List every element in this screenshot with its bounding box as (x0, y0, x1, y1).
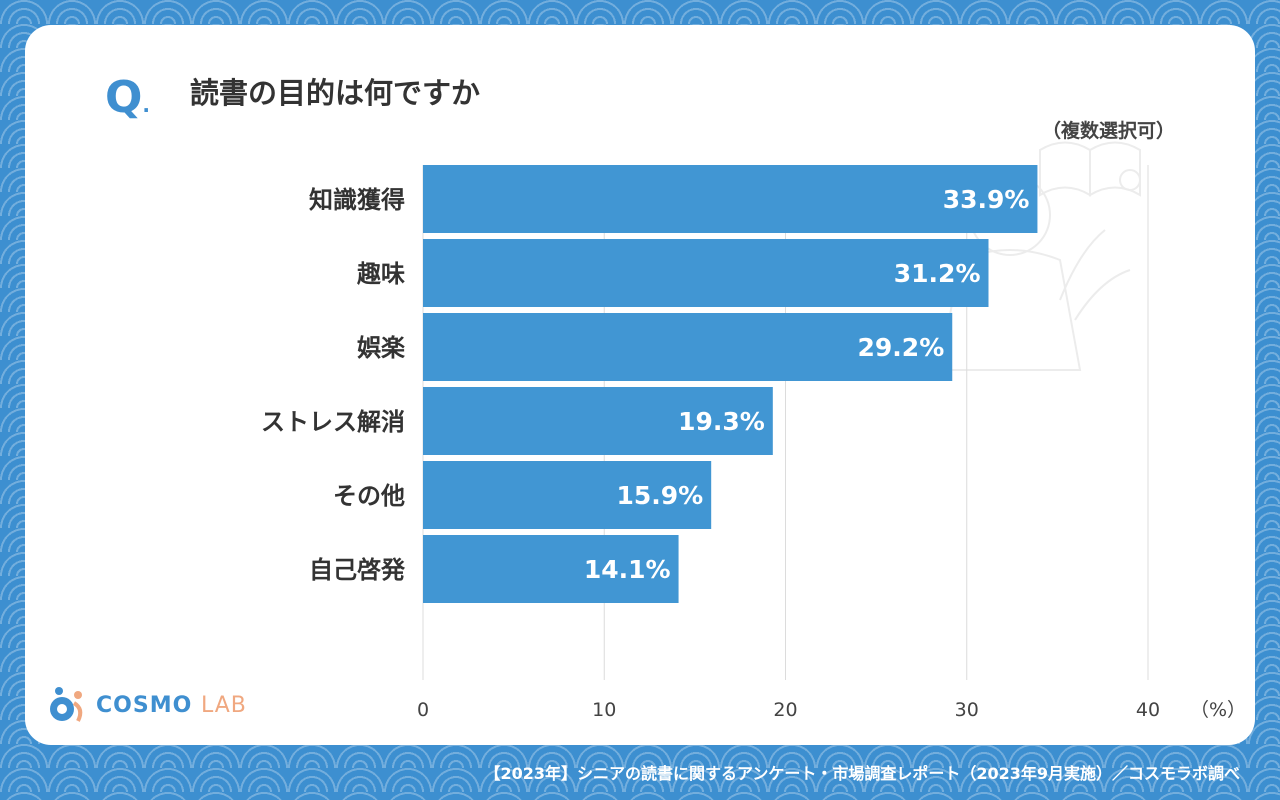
chart-title: 読書の目的は何ですか (190, 76, 481, 110)
cosmo-lab-logo: COSMO LAB (46, 683, 247, 727)
x-axis-unit-label: （%） (1190, 699, 1246, 721)
bar-value-label: 19.3% (678, 407, 765, 436)
category-label: その他 (333, 482, 405, 510)
multiple-choice-note: （複数選択可） (1042, 120, 1176, 142)
x-tick-label: 0 (417, 699, 429, 721)
category-label: 自己啓発 (309, 556, 406, 584)
x-tick-label: 30 (955, 699, 979, 721)
bar (423, 535, 679, 603)
bar-value-label: 29.2% (858, 333, 945, 362)
question-mark: Q. (105, 72, 151, 123)
category-label: 娯楽 (357, 334, 406, 362)
cosmo-lab-logo-icon (50, 687, 83, 722)
bar-value-label: 15.9% (616, 481, 703, 510)
cosmo-lab-logo-text: COSMO LAB (96, 692, 247, 718)
x-tick-label: 10 (592, 699, 616, 721)
bar (423, 239, 989, 307)
category-label: 趣味 (356, 260, 405, 288)
bar-value-label: 33.9% (943, 185, 1030, 214)
category-label: ストレス解消 (261, 408, 405, 436)
bar-value-label: 31.2% (894, 259, 981, 288)
bar (423, 313, 953, 381)
x-tick-label: 40 (1136, 699, 1160, 721)
bar (423, 461, 712, 529)
category-label: 知識獲得 (309, 186, 405, 214)
x-tick-label: 20 (773, 699, 797, 721)
source-footer: 【2023年】シニアの読書に関するアンケート・市場調査レポート（2023年9月実… (484, 764, 1240, 783)
bar-value-label: 14.1% (584, 555, 671, 584)
bar (423, 165, 1038, 233)
bar (423, 387, 773, 455)
